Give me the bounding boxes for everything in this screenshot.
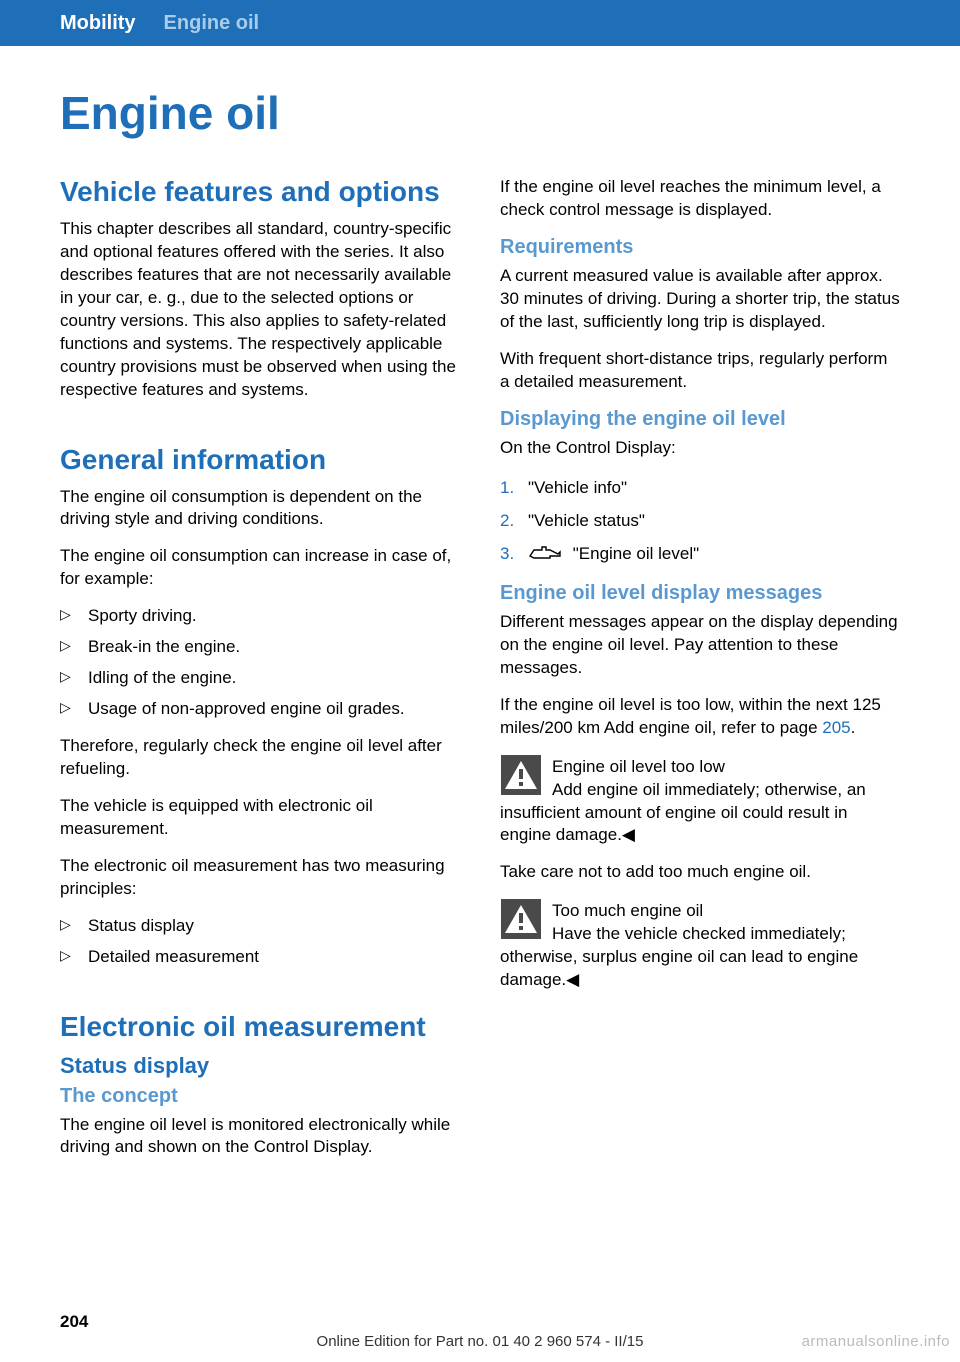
list-consumption-causes: Sporty driving. Break-in the engine. Idl…	[60, 605, 460, 721]
content-area: Engine oil Vehicle features and options …	[0, 46, 960, 1173]
warning-low-oil: Engine oil level too low Add engine oil …	[500, 754, 900, 848]
warning-icon	[500, 898, 542, 940]
minorheading-concept: The concept	[60, 1085, 460, 1108]
para-req-2: With frequent short-distance trips, regu…	[500, 348, 900, 394]
right-column: If the engine oil level reaches the mini…	[500, 176, 900, 1173]
para-gi-3: Therefore, regularly check the engine oi…	[60, 735, 460, 781]
warning-icon	[500, 754, 542, 796]
para-vehicle-features: This chapter describes all standard, cou…	[60, 218, 460, 402]
para-gi-2: The engine oil consumption can increase …	[60, 545, 460, 591]
oil-can-icon	[528, 541, 562, 568]
para-msgs-1: Different messages appear on the display…	[500, 611, 900, 680]
header-bar: Mobility Engine oil	[0, 0, 960, 46]
para-msgs-3: Take care not to add too much engine oil…	[500, 861, 900, 884]
page-container: Mobility Engine oil Engine oil Vehicle f…	[0, 0, 960, 1362]
warning-body: Have the vehicle checked immediately; ot…	[500, 923, 900, 992]
list-item: Idling of the engine.	[60, 667, 460, 690]
heading-electronic-oil: Electronic oil measurement	[60, 1011, 460, 1043]
list-item: Status display	[60, 915, 460, 938]
para-gi-4: The vehicle is equipped with electronic …	[60, 795, 460, 841]
minorheading-displaying: Displaying the engine oil level	[500, 408, 900, 431]
breadcrumb-engine-oil: Engine oil	[164, 12, 260, 35]
para-req-1: A current measured value is available af…	[500, 265, 900, 334]
page-link-205[interactable]: 205	[822, 718, 850, 737]
list-item: Detailed measurement	[60, 946, 460, 969]
step-item: "Engine oil level"	[500, 540, 900, 568]
step-item: "Vehicle info"	[500, 474, 900, 501]
subheading-status-display: Status display	[60, 1053, 460, 1079]
list-item: Usage of non-approved engine oil grades.	[60, 698, 460, 721]
minorheading-display-messages: Engine oil level display messages	[500, 582, 900, 605]
page-title: Engine oil	[60, 86, 900, 140]
para-msgs-2: If the engine oil level is too low, with…	[500, 694, 900, 740]
list-item: Break-in the engine.	[60, 636, 460, 659]
breadcrumb-mobility: Mobility	[60, 12, 136, 35]
heading-general-info: General information	[60, 444, 460, 476]
para-gi-5: The electronic oil measurement has two m…	[60, 855, 460, 901]
left-column: Vehicle features and options This chapte…	[60, 176, 460, 1173]
warning-title: Engine oil level too low	[500, 754, 900, 779]
two-column-layout: Vehicle features and options This chapte…	[60, 176, 900, 1173]
page-number: 204	[60, 1312, 88, 1332]
warning-title: Too much engine oil	[500, 898, 900, 923]
steps-display-oil: "Vehicle info" "Vehicle status" "Engine …	[500, 474, 900, 568]
list-measuring-principles: Status display Detailed measurement	[60, 915, 460, 969]
para-concept: The engine oil level is monitored electr…	[60, 1114, 460, 1160]
step-label: "Engine oil level"	[573, 544, 699, 563]
para-min-level: If the engine oil level reaches the mini…	[500, 176, 900, 222]
para-gi-1: The engine oil consumption is dependent …	[60, 486, 460, 532]
heading-vehicle-features: Vehicle features and options	[60, 176, 460, 208]
step-item: "Vehicle status"	[500, 507, 900, 534]
para-disp-1: On the Control Display:	[500, 437, 900, 460]
minorheading-requirements: Requirements	[500, 236, 900, 259]
list-item: Sporty driving.	[60, 605, 460, 628]
watermark: armanualsonline.info	[802, 1333, 950, 1350]
warning-too-much-oil: Too much engine oil Have the vehicle che…	[500, 898, 900, 992]
warning-body: Add engine oil immediately; otherwise, a…	[500, 779, 900, 848]
text-fragment: .	[851, 718, 856, 737]
